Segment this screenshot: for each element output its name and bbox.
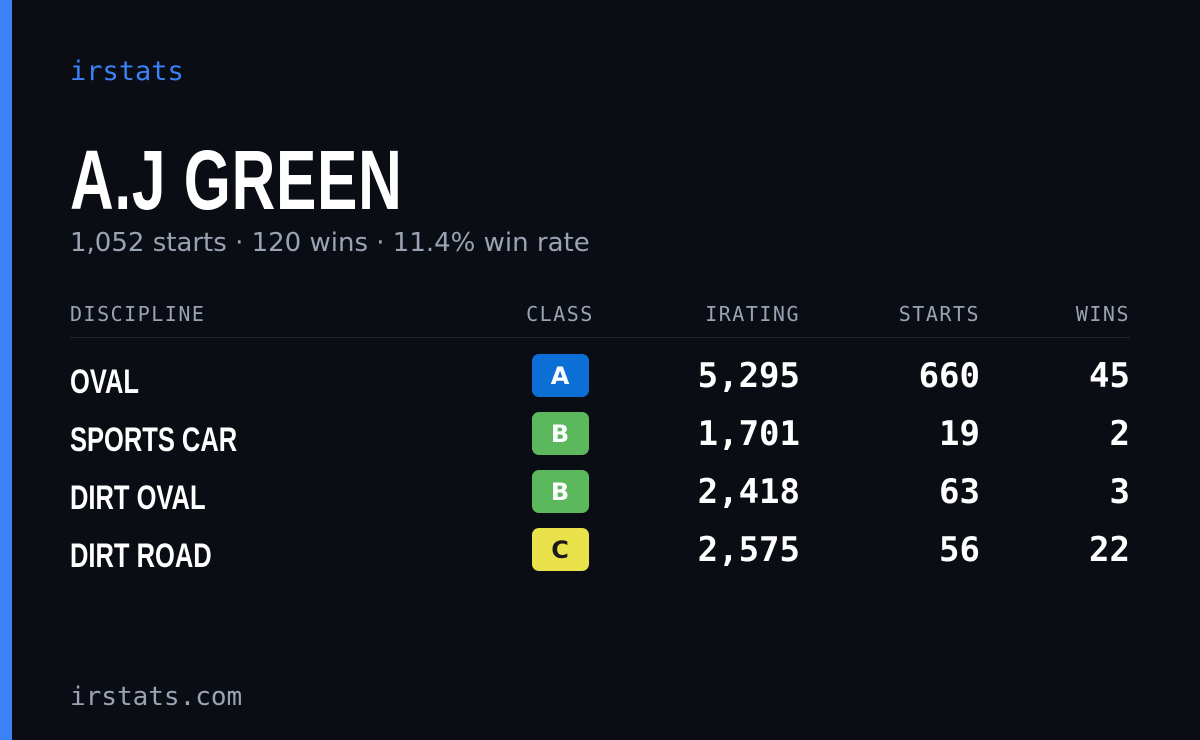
wins: 45 bbox=[1089, 356, 1130, 396]
column-header: IRATING bbox=[705, 302, 800, 326]
brand: irstats bbox=[70, 56, 184, 87]
wins: 22 bbox=[1089, 530, 1130, 570]
starts: 56 bbox=[939, 530, 980, 570]
wins: 3 bbox=[1109, 472, 1130, 512]
class-badge: B bbox=[531, 470, 589, 513]
header-rule bbox=[70, 337, 1130, 338]
driver-name: A.J GREEN bbox=[70, 133, 403, 227]
column-header: CLASS bbox=[526, 302, 594, 326]
starts: 19 bbox=[939, 414, 980, 454]
irating: 5,295 bbox=[697, 356, 800, 396]
column-header: DISCIPLINE bbox=[70, 302, 206, 326]
discipline: OVAL bbox=[70, 363, 139, 401]
class-badge: A bbox=[531, 354, 589, 397]
accent-bar bbox=[0, 0, 12, 740]
wins: 2 bbox=[1109, 414, 1130, 454]
discipline: DIRT ROAD bbox=[70, 537, 212, 575]
discipline: SPORTS CAR bbox=[70, 421, 238, 459]
footer: irstats.com bbox=[70, 682, 243, 712]
column-header: WINS bbox=[1075, 302, 1130, 326]
starts: 660 bbox=[918, 356, 980, 396]
column-header: STARTS bbox=[898, 302, 980, 326]
irating: 2,575 bbox=[697, 530, 800, 570]
starts: 63 bbox=[939, 472, 980, 512]
summary: 1,052 starts · 120 wins · 11.4% win rate bbox=[70, 228, 590, 258]
class-badge: C bbox=[531, 528, 589, 571]
irating: 2,418 bbox=[697, 472, 800, 512]
irating: 1,701 bbox=[697, 414, 800, 454]
discipline: DIRT OVAL bbox=[70, 479, 206, 517]
class-badge: B bbox=[531, 412, 589, 455]
